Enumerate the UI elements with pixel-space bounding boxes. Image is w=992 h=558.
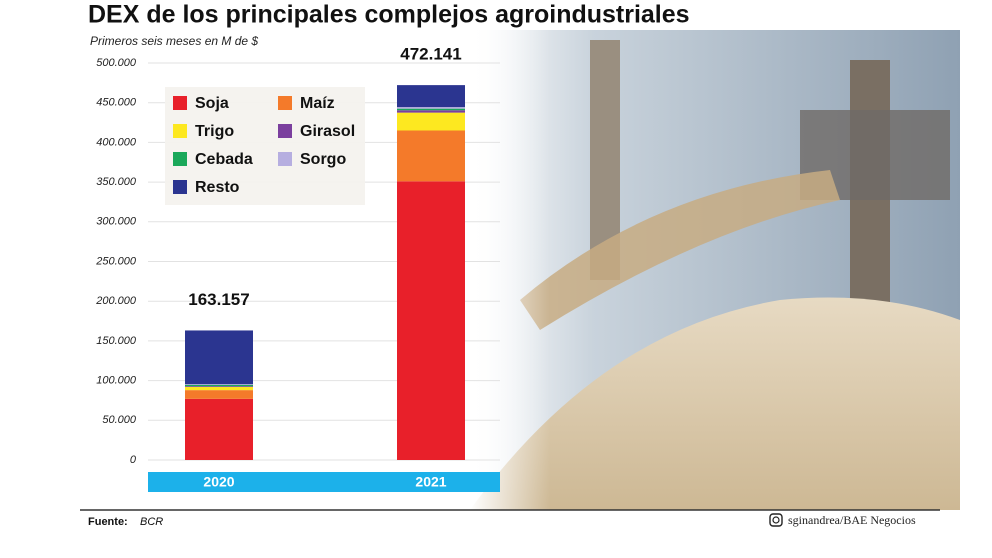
bar-segment — [397, 107, 465, 109]
legend-swatch — [278, 96, 292, 110]
bar-segment — [397, 112, 465, 131]
y-tick-label: 0 — [130, 454, 137, 466]
bar-segment — [185, 386, 253, 391]
source: BCR — [140, 516, 163, 528]
instagram-icon — [769, 513, 783, 527]
total-label: 163.157 — [188, 290, 249, 309]
credit: sginandrea/BAE Negocios — [788, 513, 916, 527]
y-tick-label: 500.000 — [96, 57, 137, 69]
photo — [470, 30, 960, 510]
bar-segment — [397, 108, 465, 111]
x-tick-label: 2021 — [415, 474, 446, 490]
y-tick-label: 100.000 — [96, 375, 137, 387]
legend-swatch — [173, 96, 187, 110]
y-tick-label: 150.000 — [96, 335, 137, 347]
x-tick-label: 2020 — [203, 474, 234, 490]
y-tick-label: 200.000 — [95, 295, 137, 307]
bar-segment — [397, 85, 465, 108]
bar-segment — [397, 130, 465, 182]
legend-swatch — [173, 152, 187, 166]
y-tick-label: 450.000 — [96, 97, 137, 109]
bar-segment — [185, 390, 253, 399]
legend-label: Cebada — [195, 151, 253, 168]
bar-segment — [185, 398, 253, 460]
y-tick-label: 250.000 — [95, 255, 137, 267]
bar-segment — [185, 386, 253, 387]
y-tick-label: 300.000 — [96, 216, 137, 228]
bar-segment — [185, 384, 253, 387]
legend-label: Resto — [195, 179, 240, 196]
legend-label: Sorgo — [300, 151, 346, 168]
chart-title: DEX de los principales complejos agroind… — [88, 1, 690, 29]
legend-label: Soja — [195, 95, 229, 112]
legend-label: Trigo — [195, 123, 234, 140]
bar-segment — [397, 110, 465, 113]
y-tick-label: 50.000 — [102, 414, 137, 426]
legend-swatch — [173, 180, 187, 194]
legend-box — [165, 87, 365, 205]
total-label: 472.141 — [400, 45, 461, 64]
legend-swatch — [278, 152, 292, 166]
category-band — [148, 472, 500, 492]
bar-segment — [185, 330, 253, 385]
legend-label: Maíz — [300, 95, 335, 112]
legend-label: Girasol — [300, 123, 355, 140]
legend-swatch — [278, 124, 292, 138]
subtitle: Primeros seis meses en M de $ — [90, 34, 258, 48]
source-label: Fuente: — [88, 516, 128, 528]
y-tick-label: 400.000 — [96, 136, 137, 148]
bar-segment — [397, 181, 465, 460]
legend-swatch — [173, 124, 187, 138]
y-tick-label: 350.000 — [96, 176, 137, 188]
bar-segment — [185, 384, 253, 385]
instagram-icon-lens — [772, 516, 780, 524]
